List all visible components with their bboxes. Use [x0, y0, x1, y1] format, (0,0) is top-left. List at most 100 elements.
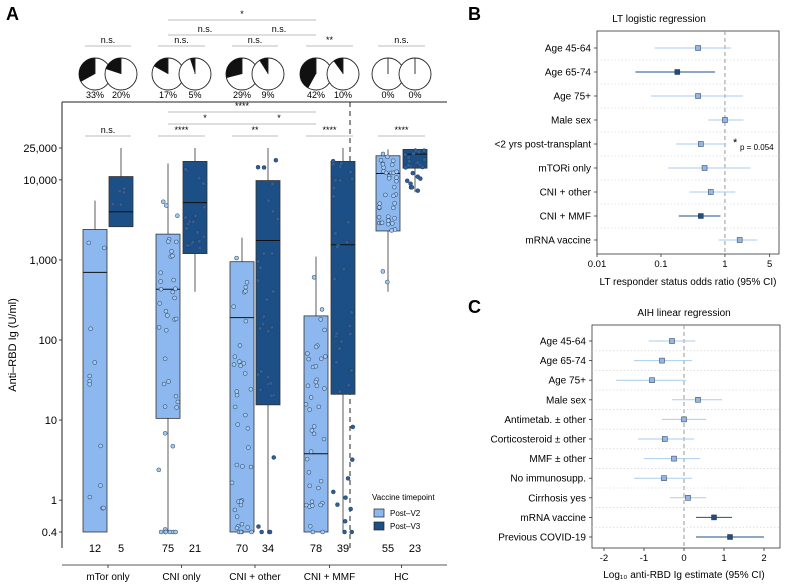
data-point: [339, 161, 344, 166]
data-point: [162, 404, 168, 409]
pie-slice: [259, 58, 268, 74]
data-point: [172, 295, 177, 301]
data-point: [334, 359, 339, 365]
row-label: mTORi only: [538, 164, 591, 175]
data-point: [403, 152, 408, 158]
data-point: [117, 188, 123, 194]
data-point: [311, 431, 317, 437]
data-point: [234, 525, 240, 531]
data-point: [256, 524, 261, 529]
data-point: [392, 216, 397, 221]
data-point: [98, 483, 103, 488]
data-point: [411, 151, 416, 156]
estimate-marker: [671, 455, 677, 462]
boxes: [82, 148, 428, 535]
data-point: [256, 372, 261, 378]
box-sig-right-label: *: [277, 113, 281, 123]
estimate-marker: [736, 237, 743, 243]
data-point: [232, 507, 238, 513]
data-point: [322, 327, 327, 333]
data-point: [378, 157, 384, 163]
data-point: [309, 428, 315, 433]
estimate-marker: [701, 165, 708, 171]
y-tick-label: 0.4: [42, 527, 57, 539]
data-point: [390, 162, 395, 168]
data-point: [169, 249, 174, 254]
legend-label-v3: Post–V3: [390, 522, 421, 531]
panel-c-frame: [591, 324, 781, 549]
data-point: [270, 181, 275, 187]
data-point: [391, 193, 396, 199]
panel-c: AIH linear regression -2 -1 0 1 2 Age 45-64 Ag…: [490, 308, 781, 581]
data-point: [322, 386, 327, 391]
group-label: mTor only: [86, 572, 129, 583]
data-point: [261, 251, 267, 256]
data-point: [416, 149, 422, 155]
sample-size: 78: [310, 543, 322, 555]
data-point: [190, 239, 196, 245]
panel-c-plot: -2 -1 0 1 2 Age 45-64 Age 65-74 Age 75+ Male sex…: [490, 325, 780, 564]
data-point: [337, 178, 343, 183]
y-tick-label: 1: [51, 495, 57, 507]
pie-pair-sig-label: n.s.: [394, 35, 409, 45]
sample-size: 12: [89, 543, 101, 555]
data-point: [344, 239, 350, 245]
estimate-marker: [722, 117, 728, 123]
data-point: [164, 203, 169, 208]
sample-size: 39: [337, 543, 349, 555]
estimate-marker: [698, 213, 704, 219]
data-point: [248, 464, 254, 470]
data-point: [166, 379, 171, 384]
sample-size: 5: [118, 543, 124, 555]
data-point: [265, 374, 271, 380]
data-point: [202, 204, 207, 210]
data-point: [261, 314, 267, 319]
data-point: [232, 404, 238, 410]
data-point: [234, 462, 240, 468]
data-point: [238, 529, 244, 535]
estimate-marker: [695, 397, 701, 403]
data-point: [406, 159, 412, 164]
estimate-marker: [669, 338, 675, 344]
data-point: [87, 373, 92, 379]
pie-sig-right-label: n.s.: [272, 24, 287, 34]
data-point: [348, 169, 353, 175]
row-label: Age 75+: [553, 92, 591, 103]
data-point: [308, 524, 313, 529]
data-point: [406, 155, 411, 160]
data-point: [87, 382, 92, 387]
row-label: MMF ± other: [529, 454, 586, 465]
data-point: [410, 170, 416, 176]
pie-sig-top-label: *: [240, 9, 244, 19]
data-point: [392, 227, 398, 232]
data-point: [246, 445, 251, 450]
sample-sizes: 12 5 75 21 70 34 78 39 55 23: [89, 543, 421, 555]
estimate-marker: [711, 514, 717, 521]
pie-slice: [79, 58, 95, 82]
legend-label-v2: Post–V2: [390, 509, 421, 518]
data-point: [170, 253, 175, 259]
row-label: Corticosteroid ± other: [490, 435, 586, 446]
data-point: [161, 199, 166, 204]
data-point: [196, 239, 202, 244]
data-point: [383, 170, 389, 176]
x-tick-label: 0.01: [588, 259, 607, 270]
data-point: [98, 443, 103, 449]
data-point: [110, 201, 116, 207]
data-point: [163, 308, 169, 314]
data-point: [173, 393, 179, 399]
panel-b-xlabel: LT responder status odds ratio (95% CI): [600, 277, 777, 288]
data-point: [158, 279, 163, 284]
row-label: Age 65-74: [540, 356, 587, 367]
data-point: [167, 529, 173, 535]
y-axis-label: Anti–RBD Ig (U/ml): [7, 298, 19, 392]
data-point: [307, 407, 312, 412]
pie-pair-sig-label: n.s.: [174, 35, 189, 45]
legend: Vaccine timepoint Post–V2 Post–V3: [372, 493, 435, 531]
box-pair-sig-label: ****: [322, 125, 337, 135]
data-point: [269, 325, 275, 330]
data-point: [243, 289, 248, 294]
data-point: [121, 186, 127, 191]
y-tick-label: 100: [39, 335, 57, 347]
y-tick-label: 25,000: [23, 143, 57, 155]
